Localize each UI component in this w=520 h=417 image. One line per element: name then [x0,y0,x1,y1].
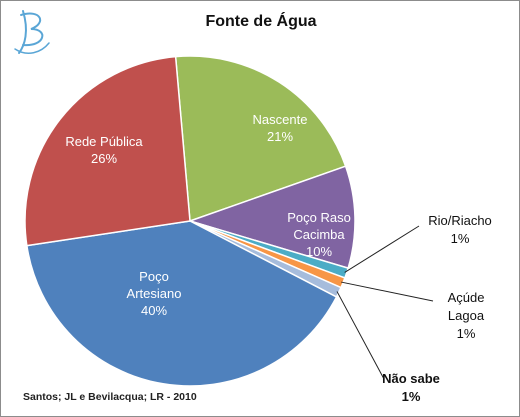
leader-line [336,291,385,380]
chart-title: Fonte de Água [205,13,317,30]
pie-slice-po-o-artesiano [26,220,338,387]
logo-icon [14,10,50,55]
data-label-poco-artesiano: Poço Artesiano 40% [126,269,182,318]
data-label-acude-lagoa: Açúde Lagoa 1% [447,290,485,341]
data-label-rede-publica: Rede Pública 26% [65,134,143,166]
leader-line [341,281,434,302]
data-label-nascente: Nascente 21% [252,112,308,144]
source-note: Santos; JL e Bevilacqua; LR - 2010 [23,391,197,403]
leader-line [344,225,420,273]
pie-slice-rede-p-blica [24,55,191,247]
pie-slice-nascente [174,55,347,223]
data-label-poco-raso: Poço Raso Cacimba 10% [287,210,351,259]
data-label-rio-riacho: Rio/Riacho 1% [428,213,492,246]
pie-slice-po-o-raso-cacimba [187,165,356,270]
data-label-nao-sabe: Não sabe 1% [382,371,440,404]
